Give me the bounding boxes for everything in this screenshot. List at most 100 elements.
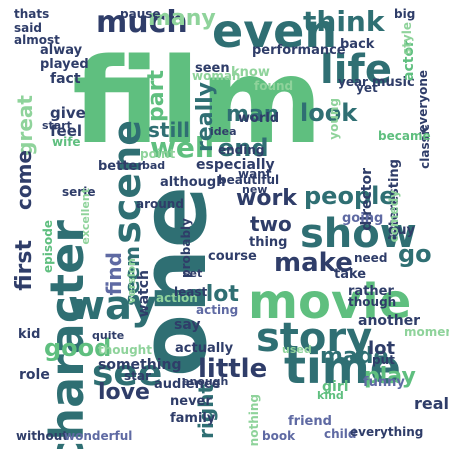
word-end: end bbox=[218, 134, 269, 162]
word-action: action bbox=[156, 291, 198, 305]
word-version: version bbox=[125, 258, 138, 304]
word-set: set bbox=[183, 267, 203, 280]
word-feel: feel bbox=[50, 122, 83, 140]
word-many: many bbox=[148, 6, 216, 31]
word-better: better bbox=[98, 159, 144, 174]
word-young: young bbox=[327, 98, 341, 140]
word-little: little bbox=[198, 354, 268, 384]
word-family: family bbox=[170, 411, 216, 426]
word-make: make bbox=[274, 248, 353, 278]
word-though: though bbox=[348, 295, 397, 309]
word-role: role bbox=[19, 367, 50, 383]
word-take: take bbox=[334, 267, 367, 282]
word-quite: quite bbox=[92, 329, 125, 342]
word-actually: actually bbox=[175, 341, 234, 356]
word-kid: kid bbox=[18, 327, 41, 342]
word-pause: pause bbox=[120, 7, 161, 21]
word-know: know bbox=[231, 65, 270, 80]
word-come: come bbox=[12, 150, 36, 210]
word-became: became bbox=[378, 129, 431, 143]
word-woman: woman bbox=[192, 69, 241, 83]
word-look: look bbox=[300, 99, 358, 127]
word-said: said bbox=[14, 21, 42, 35]
word-comedy: comedy bbox=[387, 190, 401, 243]
word-wife: wife bbox=[52, 135, 81, 149]
word-guy: guy bbox=[388, 223, 416, 238]
word-good: good bbox=[44, 334, 112, 362]
word-made: made bbox=[320, 344, 389, 369]
word-acting: acting bbox=[196, 303, 239, 317]
word-time: time bbox=[284, 340, 401, 394]
word-movie: movie bbox=[248, 274, 412, 330]
word-back: back bbox=[340, 37, 375, 52]
word-love: love bbox=[98, 380, 150, 405]
word-rather: rather bbox=[348, 284, 394, 299]
word-child: child bbox=[324, 427, 357, 441]
word-film: film bbox=[72, 32, 323, 170]
word-new: new bbox=[242, 183, 268, 196]
word-world: world bbox=[238, 111, 280, 126]
word-even: even bbox=[212, 4, 338, 58]
word-around: around bbox=[136, 197, 184, 211]
word-people: people bbox=[304, 182, 396, 210]
word-want: want bbox=[238, 167, 272, 181]
word-yet: yet bbox=[356, 81, 378, 95]
word-beautiful: beautiful bbox=[218, 173, 280, 187]
word-life: life bbox=[320, 47, 392, 93]
word-almost: almost bbox=[14, 33, 60, 47]
word-seen: seen bbox=[195, 61, 230, 76]
word-way: way bbox=[68, 283, 157, 329]
word-found: found bbox=[254, 79, 294, 93]
word-thats: thats bbox=[14, 7, 50, 21]
word-see: see bbox=[92, 353, 163, 394]
word-although: although bbox=[160, 175, 226, 190]
word-story: story bbox=[256, 315, 373, 361]
word-kind: kind bbox=[317, 389, 344, 402]
word-book: book bbox=[262, 429, 296, 443]
word-think: think bbox=[303, 5, 385, 38]
word-need: need bbox=[354, 251, 388, 265]
word-everyone: everyone bbox=[416, 70, 430, 133]
word-idea: idea bbox=[210, 125, 237, 138]
word-point: point bbox=[140, 147, 176, 161]
word-excellent: excellent bbox=[79, 188, 92, 245]
word-performance: performance bbox=[252, 43, 346, 58]
word-least: least bbox=[174, 285, 208, 299]
word-first: first bbox=[12, 240, 37, 291]
word-played: played bbox=[40, 57, 89, 72]
word-plot: plot bbox=[190, 282, 239, 307]
word-well: well bbox=[150, 131, 215, 164]
word-scene: scene bbox=[105, 120, 149, 244]
word-lot: lot bbox=[368, 338, 396, 359]
word-another: another bbox=[358, 313, 421, 329]
word-big: big bbox=[394, 7, 416, 21]
word-real: real bbox=[414, 394, 449, 413]
word-going: going bbox=[342, 211, 384, 226]
word-friend: friend bbox=[288, 414, 332, 429]
word-enough: enough bbox=[182, 375, 229, 388]
word-thought: thought bbox=[98, 343, 152, 357]
word-part: part bbox=[144, 70, 169, 122]
word-never: never bbox=[170, 394, 212, 409]
word-funny: funny bbox=[363, 375, 405, 390]
word-star: star bbox=[124, 369, 151, 383]
word-wonderful: wonderful bbox=[64, 429, 133, 443]
word-still: still bbox=[148, 118, 191, 142]
word-bad: bad bbox=[142, 159, 166, 172]
word-serie: serie bbox=[62, 185, 96, 199]
word-man: man bbox=[226, 102, 280, 127]
word-thing: thing bbox=[249, 235, 288, 250]
word-go: go bbox=[398, 240, 432, 268]
word-everything: everything bbox=[350, 425, 424, 439]
word-nothing: nothing bbox=[247, 394, 261, 447]
word-two: two bbox=[250, 212, 292, 236]
word-ending: ending bbox=[218, 143, 265, 157]
word-watch: watch bbox=[136, 270, 152, 318]
word-episode: episode bbox=[41, 220, 55, 273]
word-work: work bbox=[236, 186, 297, 211]
word-moment: moment bbox=[404, 325, 449, 339]
word-start: start bbox=[42, 119, 72, 132]
word-alway: alway bbox=[40, 43, 83, 58]
word-give: give bbox=[50, 104, 86, 122]
